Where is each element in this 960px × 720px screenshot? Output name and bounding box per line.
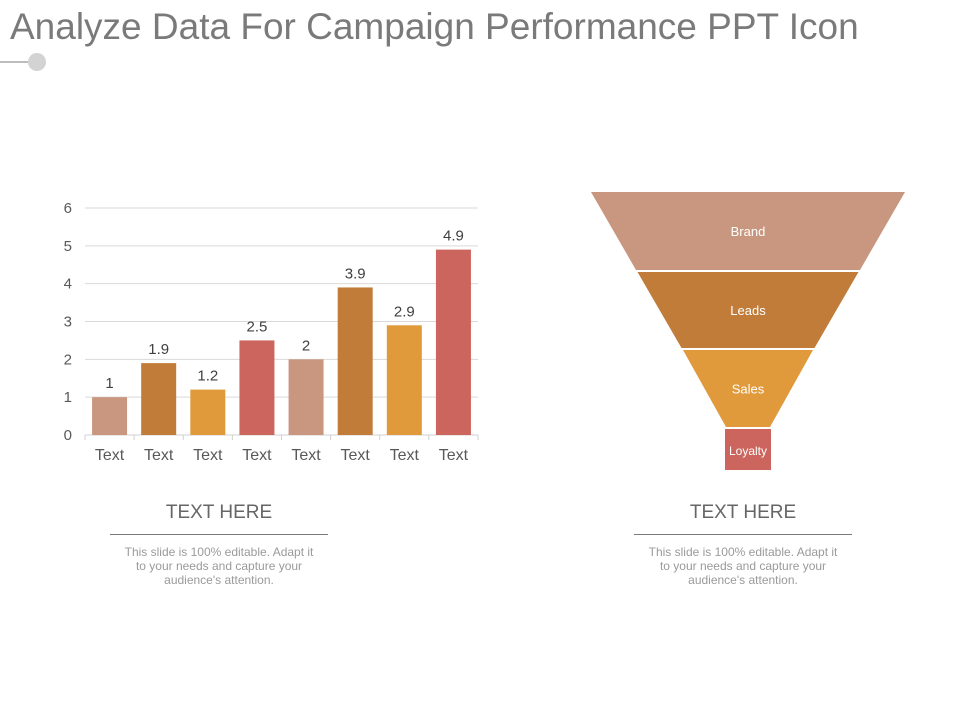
title-accent-line: [0, 53, 46, 71]
data-label: 2: [302, 337, 310, 354]
y-tick-label: 5: [64, 238, 72, 255]
caption-heading: TEXT HERE: [110, 502, 328, 535]
data-label: 2.9: [394, 303, 415, 320]
bar: [386, 325, 422, 435]
x-tick-label: Text: [242, 447, 272, 464]
x-tick-label: Text: [193, 447, 223, 464]
x-tick-label: Text: [341, 447, 371, 464]
bar: [141, 363, 177, 435]
x-tick-label: Text: [95, 447, 125, 464]
y-tick-label: 3: [64, 314, 72, 331]
y-tick-label: 0: [64, 427, 72, 444]
caption-body: This slide is 100% editable. Adapt it to…: [648, 545, 838, 587]
funnel-stage: [725, 429, 771, 470]
funnel-stage: [637, 272, 859, 348]
funnel-stage-label: Leads: [730, 303, 766, 318]
bar: [435, 249, 471, 435]
accent-dot: [28, 53, 46, 71]
x-tick-label: Text: [439, 447, 469, 464]
bar: [337, 287, 373, 435]
caption-heading: TEXT HERE: [634, 502, 852, 535]
x-tick-label: Text: [390, 447, 420, 464]
slide-title: Analyze Data For Campaign Performance PP…: [10, 6, 859, 47]
bar: [288, 359, 324, 435]
bar: [239, 340, 275, 435]
x-tick-label: Text: [144, 447, 174, 464]
funnel-stage: [683, 350, 813, 427]
y-tick-label: 1: [64, 389, 72, 406]
funnel-stage-label: Loyalty: [729, 444, 767, 458]
data-label: 1.9: [148, 341, 169, 358]
y-tick-label: 4: [64, 276, 72, 293]
caption-right: TEXT HERE This slide is 100% editable. A…: [634, 502, 852, 587]
data-label: 3.9: [345, 265, 366, 282]
data-label: 4.9: [443, 228, 464, 245]
x-tick-label: Text: [291, 447, 321, 464]
funnel-stage: [591, 192, 905, 270]
y-tick-label: 2: [64, 351, 72, 368]
caption-body: This slide is 100% editable. Adapt it to…: [124, 545, 314, 587]
bar: [92, 397, 128, 435]
caption-left: TEXT HERE This slide is 100% editable. A…: [110, 502, 328, 587]
y-tick-label: 6: [64, 200, 72, 217]
bar-chart: 0 1 2 3 4 5 6 1 Text 1.9 Text 1.2 Text 2.5 Text 2 Text 3.…: [64, 200, 479, 464]
bar: [190, 389, 226, 435]
data-label: 2.5: [247, 318, 268, 335]
funnel-stage-label: Sales: [732, 382, 765, 397]
funnel-diagram: Brand Leads Sales Loyalty: [591, 192, 905, 470]
data-label: 1.2: [197, 368, 218, 385]
funnel-stage-label: Brand: [731, 224, 766, 239]
data-label: 1: [105, 375, 113, 392]
